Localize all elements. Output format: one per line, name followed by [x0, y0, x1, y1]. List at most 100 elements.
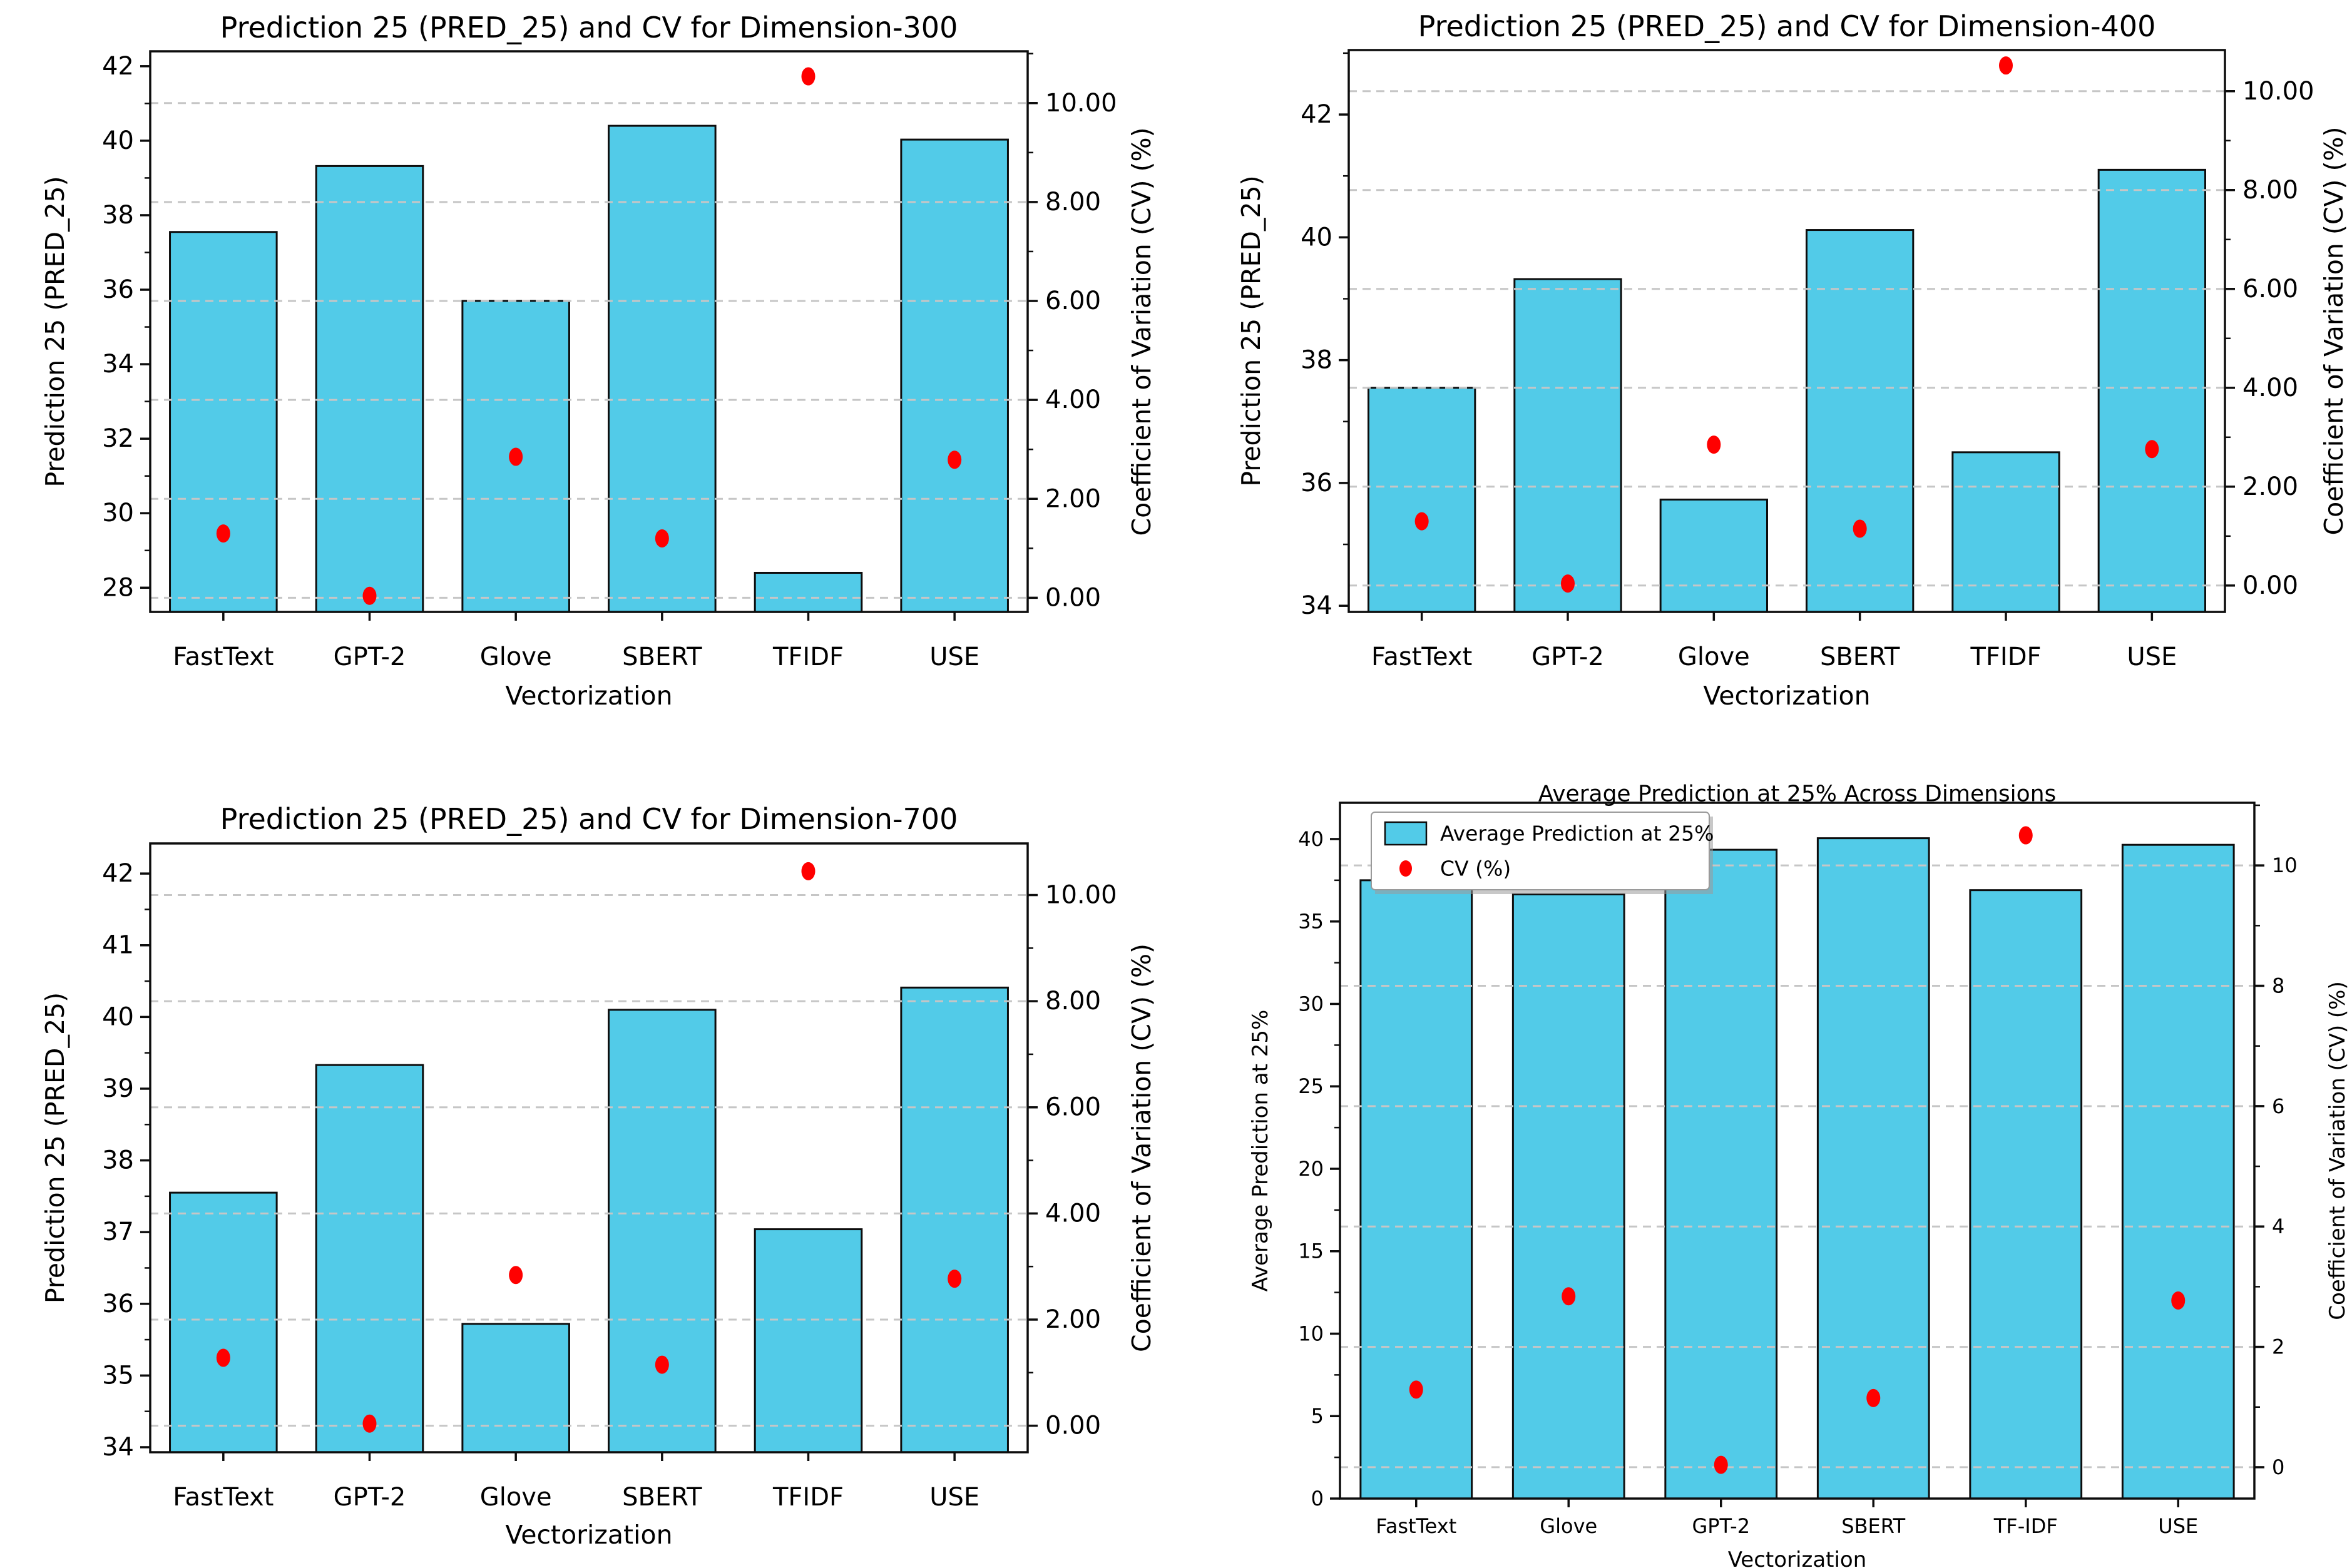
right-tick-label: 10.00 [2242, 77, 2314, 106]
left-tick-label: 35 [1298, 910, 1324, 934]
left-tick-label: 37 [102, 1218, 134, 1246]
x-tick-label-TFIDF: TFIDF [772, 1483, 844, 1512]
bar-TF-IDF [1969, 889, 2083, 1500]
cv-dot-TFIDF [801, 862, 816, 880]
chart-panel-dimension-400: 34 36 38 40 42 0.00 2.00 4.00 6.00 8.00 10.00 FastT… [1176, 0, 2352, 784]
cv-dot-GPT-2 [362, 1414, 377, 1433]
cv-dot-FastText [1409, 1380, 1423, 1399]
x-tick-label-SBERT: SBERT [622, 1483, 702, 1512]
bar-FastText [1359, 879, 1473, 1500]
right-tick-label: 4 [2272, 1214, 2284, 1238]
chart-panel-dimension-700: 34 35 36 37 38 39 40 41 42 0.00 2.00 4.00 6.00 8.00 10… [0, 784, 1176, 1568]
left-y-axis-label: Prediction 25 (PRED_25) [40, 176, 70, 487]
right-tick-label: 2.00 [1045, 484, 1101, 513]
bar-TFIDF [1951, 451, 2060, 613]
left-tick-label: 28 [102, 573, 134, 602]
right-tick-label: 6.00 [1045, 1093, 1101, 1122]
right-tick-label: 2.00 [2242, 472, 2298, 501]
cv-dot-USE [948, 1270, 962, 1288]
bar-FastText [1368, 387, 1476, 613]
x-tick-label-TFIDF: TFIDF [772, 643, 844, 671]
x-tick-label-TF-IDF: TF-IDF [1993, 1514, 2058, 1538]
x-tick-label-FastText: FastText [173, 1483, 274, 1512]
x-tick-label-USE: USE [2158, 1514, 2198, 1538]
cv-dot-TFIDF [801, 67, 816, 86]
left-tick-label: 10 [1298, 1321, 1324, 1345]
left-tick-label: 15 [1298, 1240, 1324, 1263]
x-tick-label-GPT-2: GPT-2 [1692, 1514, 1750, 1538]
x-tick-label-Glove: Glove [480, 1483, 552, 1512]
right-y-axis-label: Coefficient of Variation (CV) (%) [2319, 127, 2349, 536]
bar-Glove [1659, 498, 1769, 613]
left-y-axis-label: Prediction 25 (PRED_25) [1236, 175, 1266, 486]
bar-TFIDF [754, 571, 863, 613]
cv-dot-FastText [216, 524, 230, 543]
bar-SBERT [608, 1009, 717, 1453]
bar-GPT-2 [315, 1064, 424, 1453]
left-tick-label: 30 [1298, 992, 1324, 1016]
left-tick-label: 36 [102, 1290, 134, 1318]
x-axis-label: Vectorization [1703, 681, 1870, 711]
cv-dot-SBERT [1853, 519, 1867, 538]
bar-FastText [169, 231, 278, 613]
bar-SBERT [1816, 837, 1930, 1500]
left-tick-label: 30 [102, 499, 134, 527]
x-tick-label-USE: USE [2127, 643, 2177, 671]
cv-dot-Glove [1562, 1287, 1576, 1306]
cv-dot-USE [948, 451, 962, 469]
legend-box [1371, 812, 1710, 890]
right-tick-label: 8.00 [1045, 188, 1101, 216]
x-tick-label-SBERT: SBERT [622, 643, 702, 671]
legend-label-cv: CV (%) [1440, 857, 1511, 881]
x-tick-label-SBERT: SBERT [1841, 1514, 1905, 1538]
axes-frame [149, 50, 1029, 613]
cv-dot-TFIDF [1999, 56, 2013, 75]
axes-frame [1347, 49, 2226, 613]
cv-dot-TF-IDF [2018, 826, 2033, 845]
chart-title: Prediction 25 (PRED_25) and CV for Dimen… [1418, 9, 2156, 43]
left-tick-label: 35 [102, 1361, 134, 1390]
cv-dot-SBERT [1866, 1388, 1881, 1407]
left-tick-label: 38 [102, 201, 134, 230]
cv-dot-Glove [1707, 435, 1721, 454]
x-tick-label-GPT-2: GPT-2 [1531, 643, 1604, 671]
left-tick-label: 40 [102, 1002, 134, 1031]
chart-dimension-400: 34 36 38 40 42 0.00 2.00 4.00 6.00 8.00 10.00 FastT… [1236, 9, 2349, 711]
x-tick-label-FastText: FastText [1376, 1514, 1456, 1538]
left-tick-label: 36 [102, 275, 134, 304]
right-y-axis-label: Coefficient of Variation (CV) (%) [1127, 944, 1157, 1352]
left-tick-label: 5 [1311, 1404, 1324, 1428]
right-tick-label: 8.00 [2242, 176, 2298, 205]
left-tick-label: 38 [102, 1146, 134, 1175]
left-tick-label: 0 [1311, 1487, 1324, 1510]
left-tick-label: 36 [1301, 469, 1332, 497]
bar-SBERT [1806, 229, 1915, 613]
chart-title: Average Prediction at 25% Across Dimensi… [1538, 784, 2057, 807]
bar-FastText [169, 1191, 278, 1453]
x-axis-label: Vectorization [1728, 1547, 1867, 1568]
bar-GPT-2 [1513, 278, 1622, 613]
left-tick-label: 42 [102, 52, 134, 81]
axes-frame [149, 842, 1029, 1453]
bar-USE [2121, 843, 2235, 1500]
x-tick-label-USE: USE [929, 643, 979, 671]
right-tick-label: 10.00 [1045, 89, 1117, 118]
left-y-axis-label: Average Prediction at 25% [1248, 1010, 1273, 1292]
left-tick-label: 38 [1301, 346, 1332, 375]
right-tick-label: 10 [2272, 853, 2298, 877]
bar-Glove [461, 1323, 570, 1453]
right-y-axis-label: Coefficient of Variation (CV) (%) [2325, 981, 2350, 1320]
chart-average-prediction: 0 5 10 15 20 25 30 35 40 0 2 4 6 8 10 FastText Glove GPT-… [1248, 784, 2350, 1568]
left-tick-label: 34 [102, 1433, 134, 1462]
bar-TFIDF [754, 1228, 863, 1453]
bar-Glove [1511, 893, 1625, 1500]
right-tick-label: 4.00 [2242, 374, 2298, 402]
right-tick-label: 6.00 [1045, 287, 1101, 315]
left-tick-label: 20 [1298, 1157, 1324, 1181]
x-tick-label-FastText: FastText [1371, 643, 1472, 671]
left-tick-label: 42 [102, 859, 134, 888]
right-tick-label: 0.00 [2242, 571, 2298, 600]
x-axis-label: Vectorization [505, 1520, 672, 1550]
right-tick-label: 6 [2272, 1094, 2284, 1118]
